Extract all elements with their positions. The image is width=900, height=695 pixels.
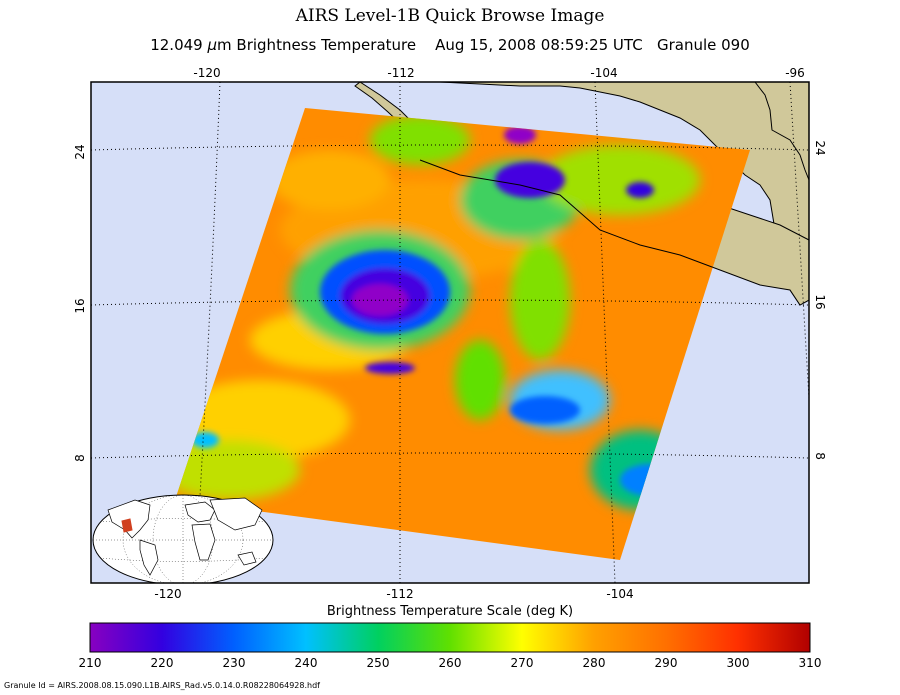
colorbar-tick-label: 270 bbox=[511, 656, 534, 670]
colorbar-tick-label: 280 bbox=[583, 656, 606, 670]
subtitle-mu: μ bbox=[207, 36, 218, 54]
colorbar-title: Brightness Temperature Scale (deg K) bbox=[326, 604, 574, 619]
colorbar-tick-label: 230 bbox=[223, 656, 246, 670]
granule-location-marker bbox=[121, 518, 133, 533]
lon-tick-top: -96 bbox=[785, 66, 805, 80]
lon-tick-bottom: -120 bbox=[154, 587, 181, 601]
colorbar bbox=[89, 622, 811, 653]
image-subtitle: 12.049 μm Brightness Temperature Aug 15,… bbox=[0, 36, 900, 54]
image-title: AIRS Level-1B Quick Browse Image bbox=[295, 6, 605, 26]
colorbar-tick-label: 300 bbox=[727, 656, 750, 670]
subtitle-rest: m Brightness Temperature Aug 15, 2008 08… bbox=[217, 36, 750, 54]
lon-tick-top: -120 bbox=[193, 66, 220, 80]
lon-axis-top: -120 -112 -104 -96 bbox=[193, 66, 804, 80]
lon-tick-top: -112 bbox=[387, 66, 414, 80]
colorbar-tick-label: 260 bbox=[439, 656, 462, 670]
map-area bbox=[91, 82, 809, 583]
lat-axis-left: 24 16 8 bbox=[73, 144, 87, 461]
colorbar-tick-label: 220 bbox=[151, 656, 174, 670]
lat-tick-right: 24 bbox=[813, 140, 827, 155]
colorbar-tick-label: 250 bbox=[367, 656, 390, 670]
lat-axis-right: 24 16 8 bbox=[813, 140, 827, 459]
lat-tick-right: 16 bbox=[813, 294, 827, 309]
colorbar-ticks: 210 220 230 240 250 260 270 280 290 300 310 bbox=[79, 656, 822, 670]
map-frame bbox=[90, 81, 810, 584]
lon-tick-top: -104 bbox=[590, 66, 617, 80]
lon-tick-bottom: -112 bbox=[386, 587, 413, 601]
colorbar-tick-label: 310 bbox=[799, 656, 822, 670]
lon-axis-bottom: -120 -112 -104 bbox=[154, 587, 633, 601]
lat-tick-right: 8 bbox=[813, 452, 827, 460]
lon-tick-bottom: -104 bbox=[606, 587, 633, 601]
subtitle-wavelength: 12.049 bbox=[150, 36, 208, 54]
world-locator-map bbox=[92, 494, 274, 583]
lat-tick-left: 8 bbox=[73, 454, 87, 462]
yucatan-gulf-coast bbox=[754, 82, 809, 181]
colorbar-tick-label: 290 bbox=[655, 656, 678, 670]
lat-tick-left: 16 bbox=[73, 298, 87, 313]
granule-id-footer: Granule Id = AIRS.2008.08.15.090.L1B.AIR… bbox=[4, 681, 320, 690]
lat-tick-left: 24 bbox=[73, 144, 87, 159]
colorbar-tick-label: 240 bbox=[295, 656, 318, 670]
colorbar-tick-label: 210 bbox=[79, 656, 102, 670]
